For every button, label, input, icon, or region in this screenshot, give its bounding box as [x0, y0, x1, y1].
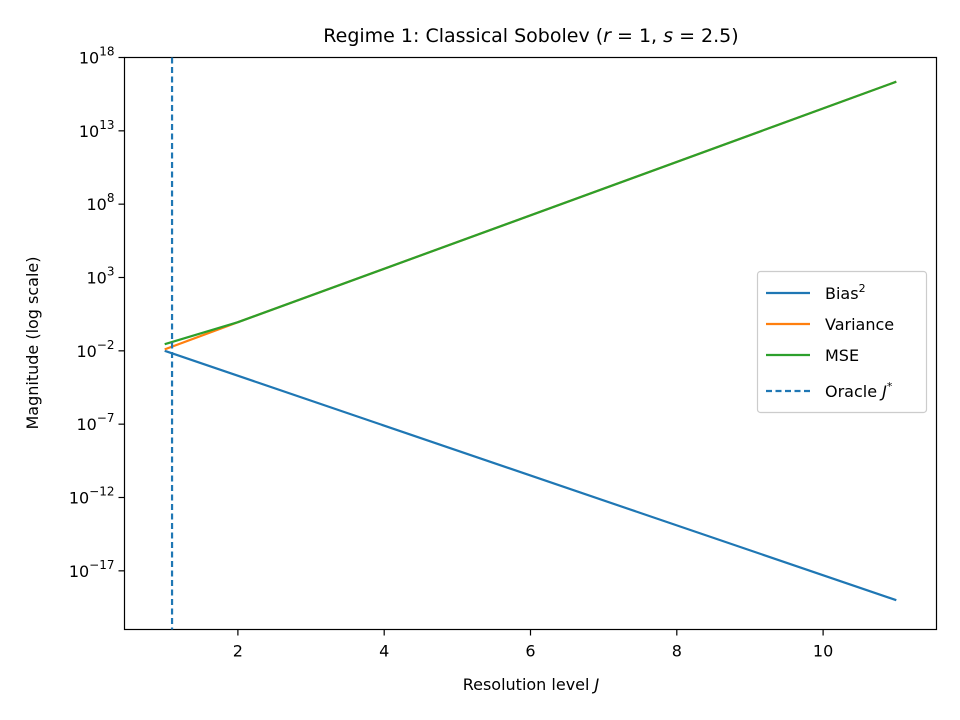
y-tick-label-0: 1018: [79, 45, 115, 68]
legend-label-variance: Variance: [825, 315, 894, 334]
y-tick-label-6: 10−12: [69, 485, 115, 508]
legend-box: [756, 270, 928, 414]
legend-entry-variance: Variance: [766, 315, 894, 334]
y-axis-label: Magnitude (log scale): [23, 256, 42, 429]
x-tick-label-0: 2: [233, 642, 243, 661]
y-tick-label-3: 103: [87, 265, 115, 288]
legend-label-bias: Bias2: [825, 282, 866, 303]
y-tick-label-5: 10−7: [76, 411, 114, 434]
legend-label-oracle: Oracle J*: [825, 380, 893, 401]
legend-entry-bias: Bias2: [766, 282, 866, 303]
chart-title: Regime 1: Classical Sobolev (r = 1, s = …: [323, 25, 738, 47]
series-line-bias: [164, 349, 897, 602]
series-line-mse: [164, 80, 897, 346]
x-tick-label-2: 6: [525, 642, 535, 661]
x-axis-label: Resolution level J: [463, 675, 600, 694]
x-tick-label-1: 4: [379, 642, 389, 661]
y-tick-label-1: 1013: [79, 118, 115, 141]
legend: Bias2 Variance MSE Oracle J*: [756, 270, 928, 414]
series-layer: [164, 57, 897, 630]
y-ticks: 1018 1013 108 103 10−2 10−7 10−12 10−17: [69, 45, 125, 581]
x-tick-label-4: 10: [813, 642, 833, 661]
y-tick-label-2: 108: [87, 191, 115, 214]
legend-entry-mse: MSE: [766, 346, 859, 365]
legend-entry-oracle: Oracle J*: [766, 380, 893, 401]
legend-label-mse: MSE: [825, 346, 859, 365]
y-tick-label-7: 10−17: [69, 558, 115, 581]
x-tick-label-3: 8: [672, 642, 682, 661]
x-ticks: 2 4 6 8 10: [233, 629, 833, 661]
y-tick-label-4: 10−2: [76, 338, 114, 361]
